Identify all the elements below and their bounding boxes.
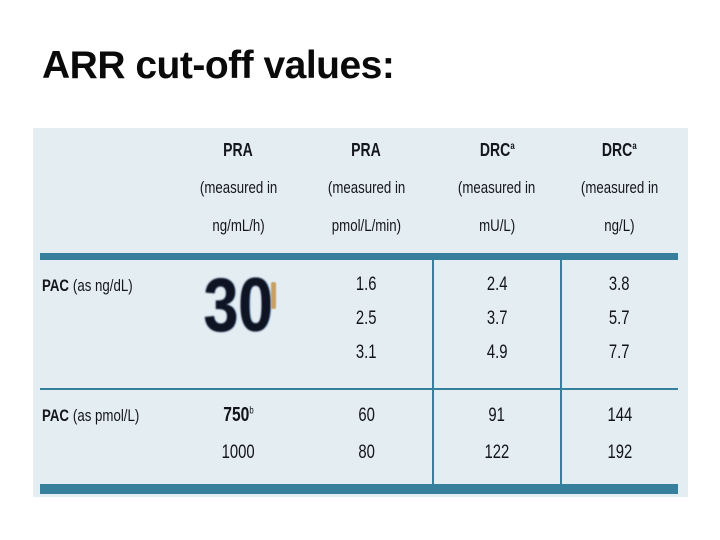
value: 1.6 [356, 274, 377, 295]
value: 7.7 [609, 342, 630, 363]
column-unit: ng/L) [604, 216, 635, 235]
thick-rule-top [40, 253, 678, 260]
column-measured-in: (measured in [458, 178, 536, 197]
column-divider-left [432, 253, 434, 484]
column-divider-right [560, 253, 562, 484]
table-header-row: PRA (measured in ng/mL/h) PRA (measured … [40, 128, 678, 253]
column-name: PRA [351, 140, 382, 160]
column-header-drc-ng-l: DRCa (measured in ng/L) [561, 128, 678, 253]
value: 1000 [222, 442, 255, 463]
cell-pra-ng-value: 30 [177, 260, 300, 388]
column-sup: a [510, 141, 515, 152]
highlighted-value-30: 30 [203, 263, 274, 348]
value: 80 [358, 442, 375, 463]
cell-drc-mu-values: 91 122 [433, 390, 561, 484]
thick-rule-bottom [40, 484, 678, 494]
value-sup: b [249, 405, 254, 417]
cell-drc-ng-values: 144 192 [561, 390, 678, 484]
column-sup: a [632, 141, 637, 152]
superscript-b-mark [271, 282, 276, 309]
value: 91 [488, 405, 506, 426]
column-unit: mU/L) [478, 216, 516, 235]
column-header-pra-ng-ml-h: PRA (measured in ng/mL/h) [177, 128, 300, 253]
column-measured-in: (measured in [199, 178, 278, 197]
table-row-pac-ng-dl: PAC (as ng/dL) 30 1.6 2.5 3.1 2.4 3.7 4.9… [40, 260, 678, 388]
row-label: PAC [42, 406, 70, 425]
value: 3.7 [486, 308, 508, 329]
table-row-pac-pmol-l: PAC (as pmol/L) 750b 1000 60 80 91 122 14… [40, 390, 678, 484]
value: 144 [607, 405, 632, 426]
table-panel: PRA (measured in ng/mL/h) PRA (measured … [33, 128, 688, 497]
slide-title: ARR cut-off values: [42, 44, 395, 87]
column-unit: ng/mL/h) [212, 216, 265, 235]
value: 3.1 [356, 342, 377, 363]
row-label: PAC [42, 276, 70, 295]
column-header-pra-pmol-l-min: PRA (measured in pmol/L/min) [300, 128, 433, 253]
cell-drc-ng-values: 3.8 5.7 7.7 [561, 260, 678, 388]
thin-rule-middle [40, 388, 678, 390]
cell-drc-mu-values: 2.4 3.7 4.9 [433, 260, 561, 388]
value: 5.7 [609, 308, 630, 329]
value: 3.8 [609, 274, 630, 295]
value: 2.5 [356, 308, 377, 329]
header-empty-cell [40, 128, 177, 253]
value: 192 [607, 442, 632, 463]
column-name: DRC [479, 140, 511, 160]
column-name: DRC [602, 140, 633, 160]
row-label-unit: (as ng/dL) [72, 276, 133, 295]
value: 4.9 [486, 342, 508, 363]
cell-pra-ng-values: 750b 1000 [177, 390, 300, 484]
value: 60 [358, 405, 375, 426]
cell-pra-pmol-values: 60 80 [300, 390, 433, 484]
value: 122 [484, 442, 510, 463]
column-header-drc-mu-l: DRCa (measured in mU/L) [433, 128, 561, 253]
row-label-unit: (as pmol/L) [72, 406, 140, 425]
column-unit: pmol/L/min) [331, 216, 402, 235]
value: 2.4 [486, 274, 508, 295]
cell-pra-pmol-values: 1.6 2.5 3.1 [300, 260, 433, 388]
value-bold: 750 [223, 404, 250, 426]
column-measured-in: (measured in [327, 178, 406, 197]
column-measured-in: (measured in [580, 178, 659, 197]
column-name: PRA [223, 140, 254, 160]
